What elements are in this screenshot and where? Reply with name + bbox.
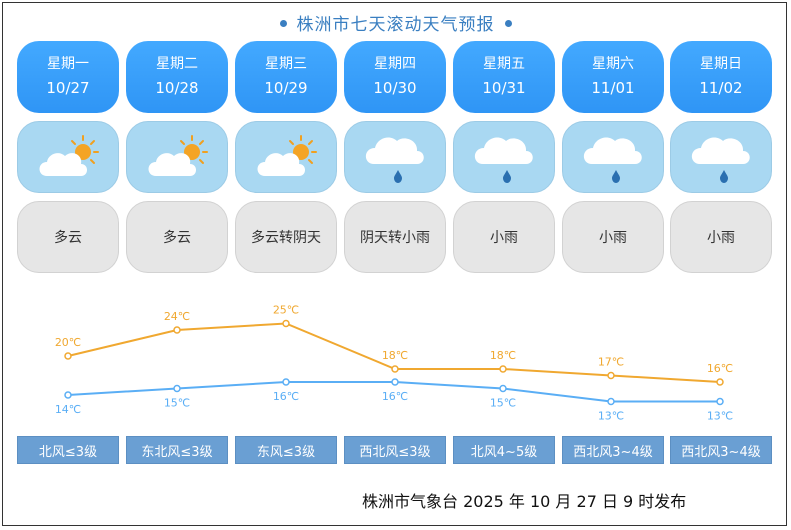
data-label: 15℃ bbox=[490, 397, 516, 410]
weather-desc-5: 小雨 bbox=[453, 201, 555, 273]
weather-desc-2: 多云 bbox=[126, 201, 228, 273]
forecast-title: 株洲市七天滚动天气预报 bbox=[0, 10, 791, 35]
data-point bbox=[716, 378, 724, 386]
wind-label-7: 西北风3~4级 bbox=[670, 436, 772, 464]
data-label: 25℃ bbox=[273, 304, 299, 317]
weather-desc-7: 小雨 bbox=[670, 201, 772, 273]
wind-label-2: 东北风≤3级 bbox=[126, 436, 228, 464]
data-label: 13℃ bbox=[598, 410, 624, 423]
day-header-7: 星期日 11/02 bbox=[670, 41, 772, 113]
day-name: 星期五 bbox=[483, 56, 525, 72]
weather-icon-tile-1 bbox=[17, 121, 119, 193]
data-label: 14℃ bbox=[55, 403, 81, 416]
data-label: 13℃ bbox=[707, 410, 733, 423]
data-label: 16℃ bbox=[273, 390, 299, 403]
weather-icon-tile-2 bbox=[126, 121, 228, 193]
weather-desc-6: 小雨 bbox=[562, 201, 664, 273]
wind-label-6: 西北风3~4级 bbox=[562, 436, 664, 464]
data-label: 18℃ bbox=[490, 349, 516, 362]
data-point bbox=[716, 397, 724, 406]
data-label: 17℃ bbox=[598, 356, 624, 369]
wind-label-4: 西北风≤3级 bbox=[344, 436, 446, 464]
day-name: 星期三 bbox=[265, 56, 307, 72]
data-label: 24℃ bbox=[164, 310, 190, 323]
data-label: 15℃ bbox=[164, 397, 190, 410]
title-dot-icon bbox=[279, 19, 287, 27]
day-name: 星期日 bbox=[700, 56, 742, 72]
title-text: 株洲市七天滚动天气预报 bbox=[296, 15, 495, 35]
weather-icon-tile-4 bbox=[344, 121, 446, 193]
rain-icon bbox=[583, 137, 642, 183]
day-header-1: 星期一 10/27 bbox=[17, 41, 119, 113]
wind-label-3: 东风≤3级 bbox=[235, 436, 337, 464]
day-date: 10/30 bbox=[373, 79, 417, 97]
data-label: 16℃ bbox=[707, 362, 733, 375]
data-point bbox=[282, 319, 290, 328]
data-label: 18℃ bbox=[382, 349, 408, 362]
data-point bbox=[607, 371, 615, 380]
weather-icon-tile-6 bbox=[562, 121, 664, 193]
day-date: 10/29 bbox=[264, 79, 308, 97]
day-name: 星期一 bbox=[47, 56, 89, 72]
data-point bbox=[173, 326, 181, 334]
day-header-6: 星期六 11/01 bbox=[562, 41, 664, 113]
day-date: 10/27 bbox=[46, 79, 90, 97]
weather-desc-1: 多云 bbox=[17, 201, 119, 273]
day-header-2: 星期二 10/28 bbox=[126, 41, 228, 113]
rain-icon bbox=[691, 137, 750, 183]
wind-label-5: 北风4~5级 bbox=[453, 436, 555, 464]
weather-desc-4: 阴天转小雨 bbox=[344, 201, 446, 273]
day-name: 星期四 bbox=[374, 56, 416, 72]
day-header-5: 星期五 10/31 bbox=[453, 41, 555, 113]
data-point bbox=[282, 378, 290, 386]
rain-icon bbox=[365, 137, 424, 183]
day-header-4: 星期四 10/30 bbox=[344, 41, 446, 113]
data-point bbox=[607, 397, 615, 406]
partly-cloudy-icon bbox=[148, 135, 208, 176]
data-point bbox=[64, 352, 72, 360]
data-point bbox=[499, 365, 507, 373]
data-label: 16℃ bbox=[382, 390, 408, 403]
weather-desc-3: 多云转阴天 bbox=[235, 201, 337, 273]
weather-icon-tile-5 bbox=[453, 121, 555, 193]
wind-label-1: 北风≤3级 bbox=[17, 436, 119, 464]
title-dot-icon bbox=[504, 19, 512, 27]
partly-cloudy-icon bbox=[39, 135, 99, 176]
partly-cloudy-icon bbox=[257, 135, 317, 176]
data-point bbox=[64, 391, 72, 399]
day-name: 星期六 bbox=[592, 56, 634, 72]
data-point bbox=[391, 378, 399, 386]
day-date: 11/01 bbox=[591, 79, 635, 97]
day-date: 11/02 bbox=[699, 79, 743, 97]
day-name: 星期二 bbox=[156, 56, 198, 72]
rain-icon bbox=[474, 137, 533, 183]
weather-icon-tile-7 bbox=[670, 121, 772, 193]
data-point bbox=[391, 365, 399, 373]
day-date: 10/31 bbox=[482, 79, 526, 97]
data-label: 20℃ bbox=[55, 336, 81, 349]
data-point bbox=[173, 384, 181, 393]
day-header-3: 星期三 10/29 bbox=[235, 41, 337, 113]
day-date: 10/28 bbox=[155, 79, 199, 97]
data-point bbox=[499, 384, 507, 393]
issue-footer: 株洲市气象台 2025 年 10 月 27 日 9 时发布 bbox=[362, 492, 687, 511]
weather-icon-tile-3 bbox=[235, 121, 337, 193]
